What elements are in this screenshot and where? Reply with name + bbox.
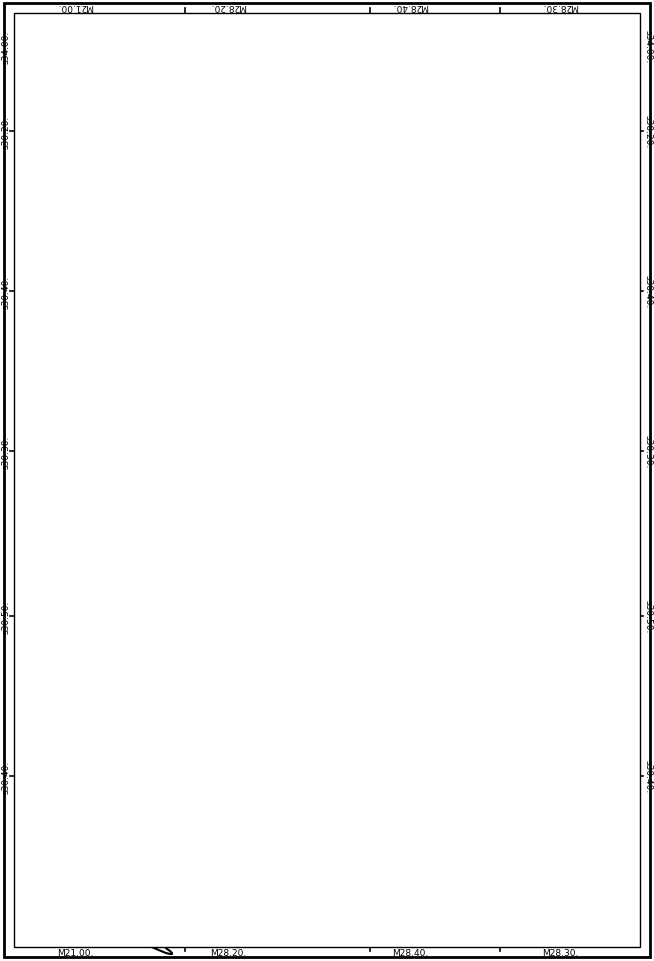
- Polygon shape: [392, 163, 502, 224]
- Text: s30.20.: s30.20.: [644, 115, 653, 148]
- Polygon shape: [276, 35, 342, 96]
- Text: M28.20.: M28.20.: [210, 3, 246, 12]
- Text: Rio Salgado: Rio Salgado: [292, 40, 308, 94]
- Polygon shape: [338, 92, 422, 136]
- Text: Bacia Hidrográfica
Desmatamento
1994/1995: Bacia Hidrográfica Desmatamento 1994/199…: [262, 839, 378, 873]
- Text: 50 Km: 50 Km: [579, 56, 611, 66]
- Polygon shape: [155, 688, 216, 727]
- Polygon shape: [332, 736, 385, 774]
- Polygon shape: [456, 95, 548, 142]
- Text: s30.40.: s30.40.: [1, 275, 10, 308]
- Polygon shape: [271, 42, 345, 883]
- Text: Desmatamento até 1994: Desmatamento até 1994: [431, 601, 544, 610]
- Text: s30.50.: s30.50.: [1, 600, 10, 633]
- Polygon shape: [50, 209, 115, 249]
- Text: M28.40.: M28.40.: [392, 3, 428, 12]
- Text: M28.40.: M28.40.: [392, 949, 428, 957]
- Polygon shape: [86, 252, 148, 289]
- Text: s34.00.: s34.00.: [644, 31, 653, 63]
- Text: s30.30.: s30.30.: [644, 435, 653, 468]
- Polygon shape: [344, 740, 406, 779]
- Text: s30.40.: s30.40.: [1, 759, 10, 793]
- Polygon shape: [66, 357, 128, 396]
- Polygon shape: [376, 311, 483, 368]
- Text: M28.30.: M28.30.: [542, 3, 578, 12]
- Polygon shape: [412, 122, 510, 163]
- Polygon shape: [78, 559, 140, 598]
- Polygon shape: [366, 618, 430, 657]
- Polygon shape: [58, 130, 122, 169]
- Text: N: N: [487, 127, 496, 136]
- Text: 0: 0: [385, 56, 391, 66]
- Polygon shape: [357, 234, 495, 311]
- Polygon shape: [188, 92, 272, 135]
- Text: s34.00.: s34.00.: [1, 31, 10, 63]
- Text: s30.40.: s30.40.: [644, 759, 653, 793]
- Text: s30.20.: s30.20.: [1, 115, 10, 148]
- Polygon shape: [428, 226, 543, 292]
- Text: s30.30.: s30.30.: [1, 435, 10, 468]
- Bar: [552, 635, 588, 652]
- Text: M28.20.: M28.20.: [210, 949, 246, 957]
- Text: s30.50.: s30.50.: [644, 600, 653, 633]
- Text: Rio Salgado: Rio Salgado: [451, 851, 505, 861]
- Polygon shape: [483, 94, 491, 122]
- Text: Rio Salgado: Rio Salgado: [290, 415, 301, 468]
- Polygon shape: [143, 618, 204, 657]
- Bar: [552, 598, 588, 613]
- Text: M21.00.: M21.00.: [57, 949, 93, 957]
- Polygon shape: [450, 313, 538, 359]
- Polygon shape: [142, 456, 202, 495]
- Text: s30.40.: s30.40.: [644, 275, 653, 308]
- Text: Rede hidrográfica: Rede hidrográfica: [458, 678, 538, 688]
- Text: Legenda: Legenda: [470, 740, 530, 752]
- Polygon shape: [491, 94, 499, 122]
- Text: Desmatamento entre 1994/1995 e 2005: Desmatamento entre 1994/1995 e 2005: [375, 639, 544, 648]
- Polygon shape: [74, 457, 136, 496]
- Text: M21.00.: M21.00.: [57, 3, 93, 12]
- Text: M28.30.: M28.30.: [542, 949, 578, 957]
- Polygon shape: [127, 309, 190, 349]
- Text: 10: 10: [485, 56, 497, 66]
- Polygon shape: [50, 37, 473, 954]
- Polygon shape: [154, 66, 224, 110]
- Polygon shape: [104, 87, 174, 130]
